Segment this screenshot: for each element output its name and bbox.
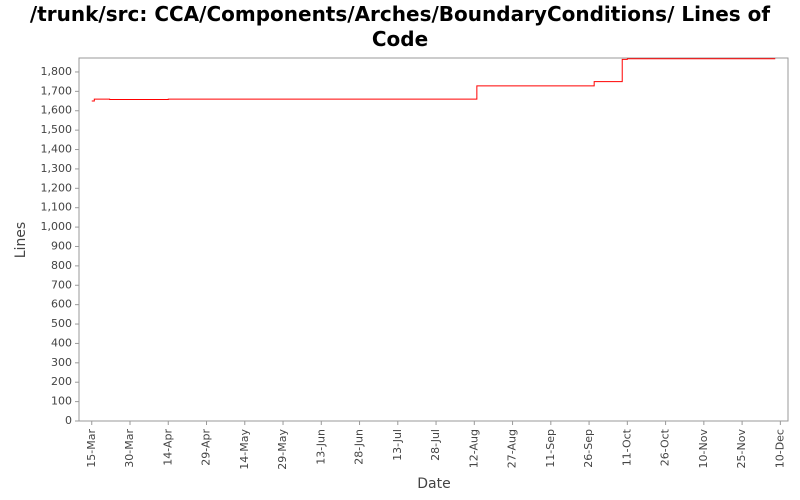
x-tick-label: 13-Jun [314, 429, 327, 465]
y-tick-label: 1,700 [41, 84, 73, 97]
y-tick-label: 200 [51, 375, 72, 388]
y-tick-label: 500 [51, 317, 72, 330]
chart-title: /trunk/src: CCA/Components/Arches/Bounda… [29, 2, 771, 51]
plot-area [78, 57, 789, 422]
x-tick-label: 27-Aug [506, 429, 519, 468]
x-axis-label: Date [417, 476, 450, 492]
y-tick-label: 1,500 [41, 123, 73, 136]
x-tick-label: 29-Apr [200, 429, 213, 466]
x-tick-label: 26-Sep [582, 429, 595, 468]
x-tick-label: 15-Mar [85, 429, 98, 468]
x-tick-label: 28-Jun [353, 429, 366, 465]
x-tick-label: 13-Jul [391, 429, 404, 461]
y-axis-label: Lines [13, 222, 29, 258]
x-tick-label: 28-Jul [429, 429, 442, 461]
x-tick-label: 10-Dec [773, 429, 786, 468]
data-line [91, 58, 776, 102]
x-tick-label: 10-Nov [697, 429, 710, 469]
y-tick-label: 800 [51, 259, 72, 272]
y-tick-label: 400 [51, 336, 72, 349]
x-tick-label: 25-Nov [735, 429, 748, 469]
x-tick-label: 26-Oct [659, 428, 672, 466]
y-tick-label: 100 [51, 395, 72, 408]
x-tick-label: 11-Sep [544, 429, 557, 468]
y-tick-label: 1,600 [41, 104, 73, 117]
x-tick-label: 29-May [276, 429, 289, 470]
x-tick-label: 14-May [238, 429, 251, 470]
x-tick-label: 11-Oct [620, 428, 633, 466]
x-tick-label: 12-Aug [467, 429, 480, 468]
y-tick-label: 1,800 [41, 65, 73, 78]
y-tick-label: 1,200 [41, 181, 73, 194]
y-tick-label: 1,000 [41, 220, 73, 233]
y-tick-label: 600 [51, 298, 72, 311]
x-tick-label: 30-Mar [123, 429, 136, 468]
y-tick-label: 1,100 [41, 201, 73, 214]
x-tick-label: 14-Apr [161, 429, 174, 466]
y-tick-label: 700 [51, 278, 72, 291]
y-tick-label: 1,400 [41, 143, 73, 156]
y-tick-label: 900 [51, 239, 72, 252]
y-tick-label: 300 [51, 356, 72, 369]
y-tick-label: 1,300 [41, 162, 73, 175]
y-tick-label: 0 [65, 414, 72, 427]
